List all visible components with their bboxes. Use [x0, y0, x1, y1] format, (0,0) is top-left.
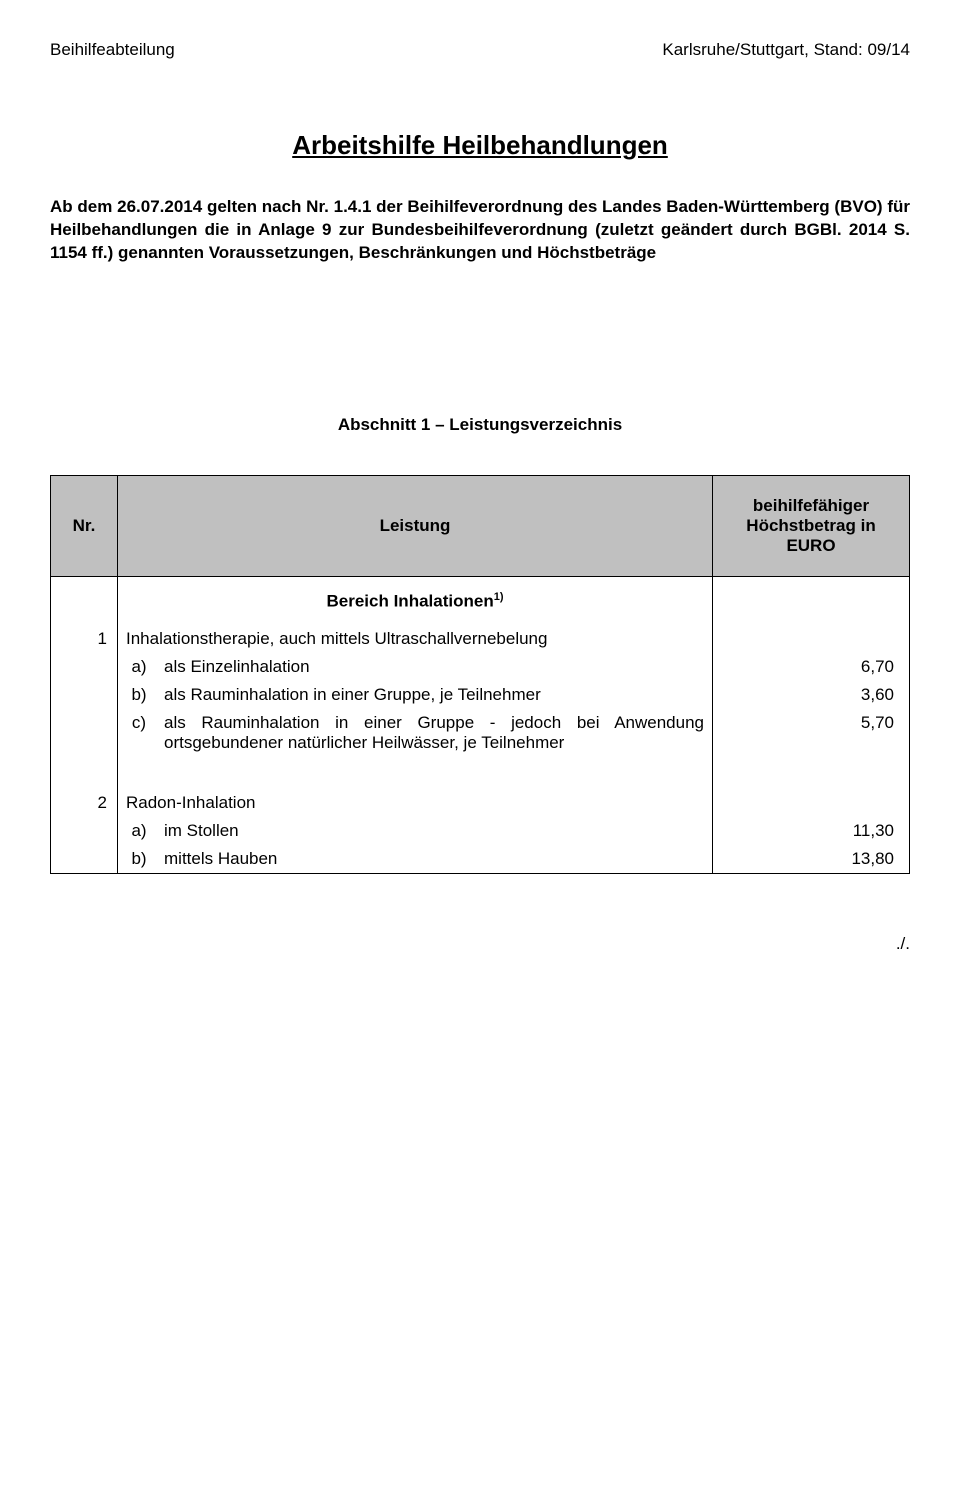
bereich-text: Bereich Inhalationen: [327, 591, 494, 610]
row-nr: 1: [51, 625, 118, 653]
bereich-sup: 1): [494, 591, 504, 603]
sub-label: a): [118, 817, 157, 845]
table-row: a) als Einzelinhalation 6,70: [51, 653, 910, 681]
table-row: a) im Stollen 11,30: [51, 817, 910, 845]
amount: 5,70: [713, 709, 910, 757]
amount: 13,80: [713, 845, 910, 874]
sub-text: mittels Hauben: [156, 845, 713, 874]
header-line: Beihilfeabteilung Karlsruhe/Stuttgart, S…: [50, 40, 910, 60]
bereich-label: Bereich Inhalationen1): [118, 576, 713, 625]
spacer-row: [51, 757, 910, 789]
page-title: Arbeitshilfe Heilbehandlungen: [50, 130, 910, 161]
table-row: c) als Rauminhalation in einer Gruppe - …: [51, 709, 910, 757]
col-leistung: Leistung: [118, 475, 713, 576]
sub-text: als Rauminhalation in einer Gruppe - jed…: [156, 709, 713, 757]
row-text: Radon-Inhalation: [118, 789, 713, 817]
col-nr: Nr.: [51, 475, 118, 576]
table-header-row: Nr. Leistung beihilfefähiger Höchstbetra…: [51, 475, 910, 576]
amount: 11,30: [713, 817, 910, 845]
sub-text: im Stollen: [156, 817, 713, 845]
table-row: b) als Rauminhalation in einer Gruppe, j…: [51, 681, 910, 709]
col-betrag: beihilfefähiger Höchstbetrag in EURO: [713, 475, 910, 576]
row-text: Inhalationstherapie, auch mittels Ultras…: [118, 625, 713, 653]
intro-bold: Ab dem 26.07.2014 gelten nach Nr. 1.4.1 …: [50, 197, 910, 262]
header-right: Karlsruhe/Stuttgart, Stand: 09/14: [662, 40, 910, 60]
section-heading: Abschnitt 1 – Leistungsverzeichnis: [50, 415, 910, 435]
intro-paragraph: Ab dem 26.07.2014 gelten nach Nr. 1.4.1 …: [50, 196, 910, 265]
sub-label: b): [118, 845, 157, 874]
sub-label: b): [118, 681, 157, 709]
sub-text: als Rauminhalation in einer Gruppe, je T…: [156, 681, 713, 709]
amount: 6,70: [713, 653, 910, 681]
table-row: 1 Inhalationstherapie, auch mittels Ultr…: [51, 625, 910, 653]
sub-label: c): [118, 709, 157, 757]
row-nr: 2: [51, 789, 118, 817]
bereich-row: Bereich Inhalationen1): [51, 576, 910, 625]
sub-text: als Einzelinhalation: [156, 653, 713, 681]
sub-label: a): [118, 653, 157, 681]
table-row: b) mittels Hauben 13,80: [51, 845, 910, 874]
amount: 3,60: [713, 681, 910, 709]
leistung-table: Nr. Leistung beihilfefähiger Höchstbetra…: [50, 475, 910, 875]
table-row: 2 Radon-Inhalation: [51, 789, 910, 817]
header-left: Beihilfeabteilung: [50, 40, 175, 60]
footer-mark: ./.: [50, 934, 910, 954]
